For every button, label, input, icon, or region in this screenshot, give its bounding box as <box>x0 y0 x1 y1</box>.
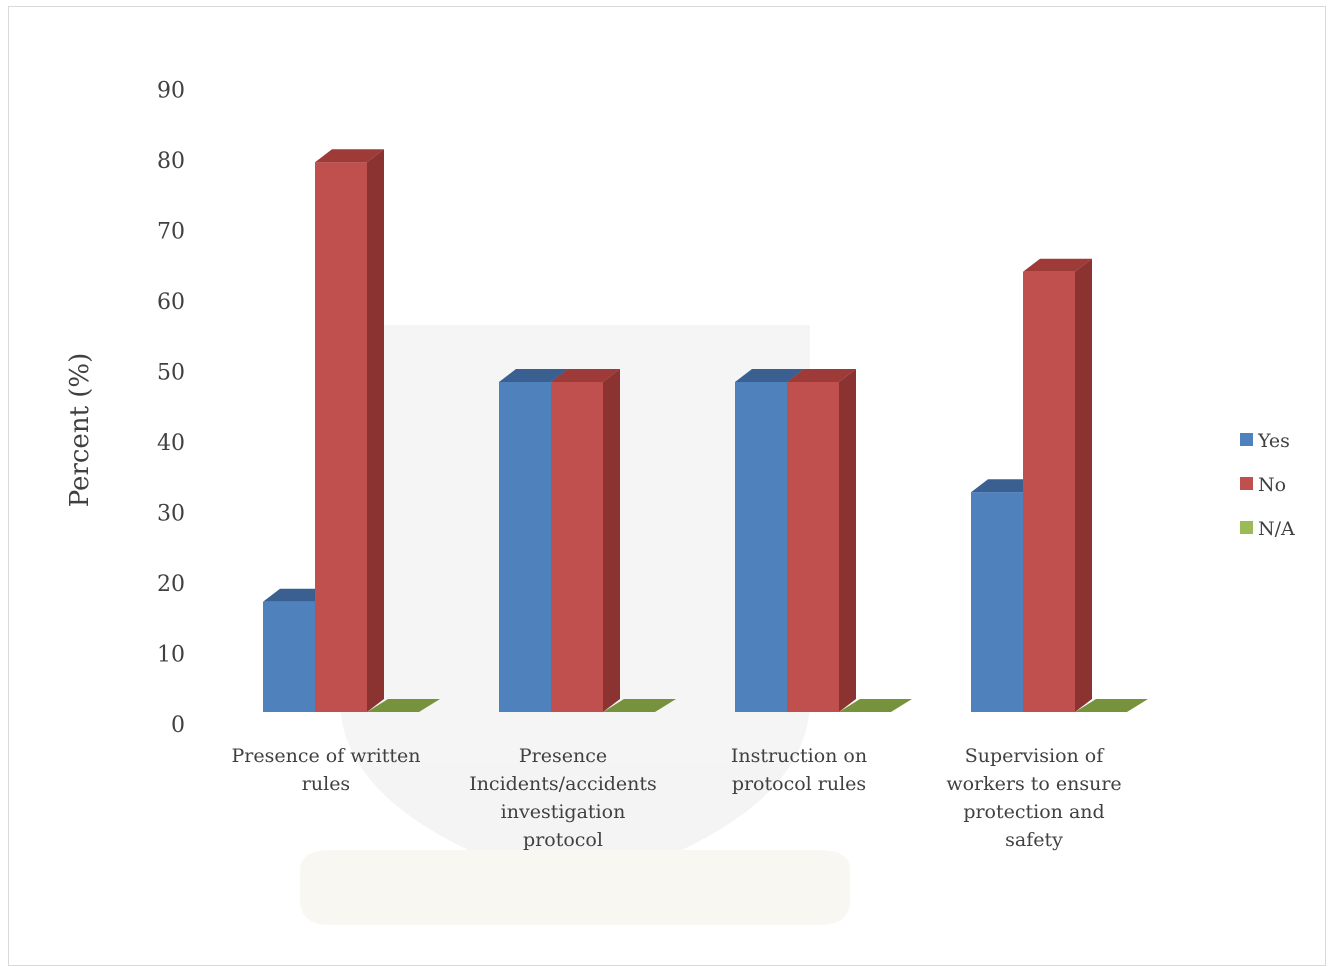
bar-front <box>787 382 839 712</box>
bar-front <box>315 162 367 712</box>
legend-swatch <box>1240 521 1253 534</box>
y-axis-ticks: 0 10 20 30 40 50 60 70 80 90 <box>157 79 185 739</box>
y-tick-label: 50 <box>157 361 185 386</box>
y-tick-label: 90 <box>157 79 185 104</box>
y-tick-label: 0 <box>171 713 185 738</box>
y-tick-label: 10 <box>157 643 185 668</box>
bar-front <box>1023 272 1075 712</box>
bar-side <box>1075 259 1092 712</box>
bar-front <box>551 382 603 712</box>
bar-no-2 <box>551 369 620 712</box>
y-axis-title: Percent (%) <box>65 353 95 508</box>
y-tick-label: 30 <box>157 502 185 527</box>
bar-no-1 <box>315 149 384 712</box>
bar-no-3 <box>787 369 856 712</box>
legend-swatch <box>1240 433 1253 446</box>
legend-label: No <box>1258 474 1286 496</box>
bar-front <box>735 382 787 712</box>
bar-side <box>603 369 620 712</box>
legend-label: N/A <box>1258 518 1295 540</box>
legend-swatch <box>1240 477 1253 490</box>
y-tick-label: 40 <box>157 431 185 456</box>
y-tick-label: 20 <box>157 572 185 597</box>
y-tick-label: 70 <box>157 220 185 245</box>
category-label: Supervision of workers to ensure protectio… <box>946 745 1121 851</box>
y-tick-label: 80 <box>157 149 185 174</box>
bar-front <box>263 602 315 712</box>
bar-front <box>499 382 551 712</box>
legend-label: Yes <box>1257 430 1290 452</box>
bar-side <box>839 369 856 712</box>
y-tick-label: 60 <box>157 290 185 315</box>
legend: Yes No N/A <box>1240 430 1295 540</box>
bar-side <box>367 149 384 712</box>
bar-front <box>971 492 1023 712</box>
bar-no-4 <box>1023 259 1092 712</box>
